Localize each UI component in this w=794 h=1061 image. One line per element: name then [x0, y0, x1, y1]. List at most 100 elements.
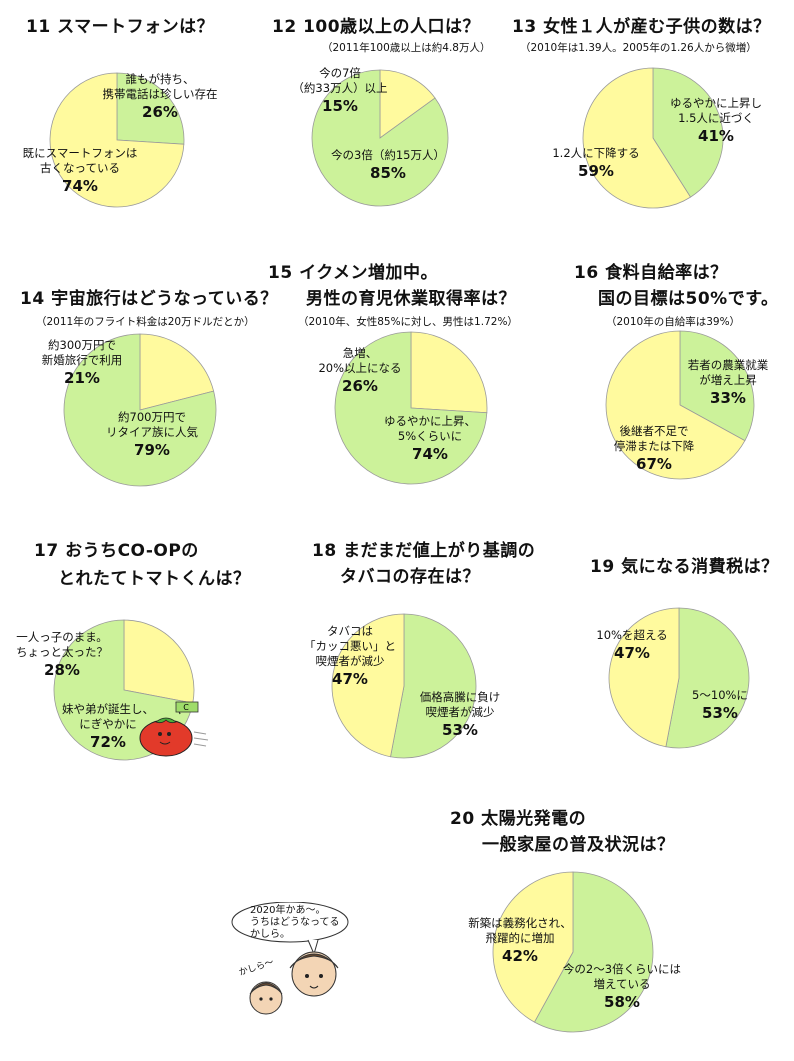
pie-svg: [334, 331, 488, 485]
chart-subtitle: （2011年100歳以上は約4.8万人）: [322, 42, 491, 54]
slice-label: 今の3倍（約15万人） 85%: [331, 148, 445, 183]
slice-label: 一人っ子のまま。 ちょっと太った？ 28%: [16, 630, 108, 680]
slice-percent: 41%: [698, 127, 734, 145]
pie-slice: [533, 871, 654, 1033]
pie-slice: [582, 67, 692, 209]
chart-title: 12 100歳以上の人口は？: [272, 17, 481, 37]
flag-icon: [175, 701, 199, 713]
pie-slice: [410, 331, 488, 414]
slice-label-text: ゆるやかに上昇し: [670, 96, 762, 110]
slice-label-text: 10%を超える: [596, 628, 668, 642]
pie-svg: [492, 871, 654, 1033]
chart-title: 14 宇宙旅行はどうなっている？: [20, 289, 278, 309]
slice-label-text: 「カッコ悪い」と: [304, 639, 396, 653]
slice-percent: 47%: [614, 644, 650, 662]
slice-percent: 74%: [412, 445, 448, 463]
slice-percent: 72%: [90, 733, 126, 751]
slice-label: ゆるやかに上昇、 5%くらいに 74%: [384, 414, 476, 464]
slice-label-text: 今の7倍: [319, 66, 361, 80]
pie-slice: [605, 330, 746, 480]
slice-label: 価格高騰に負け 喫煙者が減少 53%: [420, 690, 501, 740]
chart-title: 男性の育児休業取得率は？: [306, 289, 516, 309]
pie-svg: [605, 330, 755, 480]
slice-label-text: タバコは: [327, 624, 373, 638]
chart-title: 11 スマートフォンは？: [26, 17, 215, 37]
slice-label-text: 一人っ子のまま。: [16, 630, 108, 644]
slice-percent: 21%: [64, 369, 100, 387]
slice-percent: 47%: [332, 670, 368, 688]
pie-slice: [63, 333, 217, 487]
chart-subtitle: （2010年は1.39人。2005年の1.26人から微増）: [520, 42, 757, 54]
speech-line: かしら。: [250, 929, 290, 940]
slice-percent: 85%: [370, 164, 406, 182]
pie-svg: [582, 67, 724, 209]
slice-percent: 28%: [44, 661, 80, 679]
slice-label: 誰もが持ち、 携帯電話は珍しい存在 26%: [103, 72, 218, 122]
slice-label: 10%を超える 47%: [596, 628, 667, 663]
slice-label-text: にぎやかに: [79, 717, 137, 731]
tomato-mascot-illustration: C: [139, 701, 209, 757]
chart-title: 一般家屋の普及状況は？: [482, 835, 675, 855]
slice-label-text: 携帯電話は珍しい存在: [102, 87, 218, 101]
slice-label: 急増、 20%以上になる 26%: [318, 346, 401, 396]
chart-title: 16 食料自給率は？: [574, 263, 728, 283]
chart-title: 20 太陽光発電の: [450, 809, 587, 829]
pie-svg: [331, 613, 477, 759]
slice-label-text: 妹や弟が誕生し、: [62, 702, 154, 716]
slice-label-text: 価格高騰に負け: [419, 690, 501, 704]
slice-percent: 79%: [134, 441, 170, 459]
slice-percent: 26%: [142, 103, 178, 121]
slice-label-text: 若者の農業就業: [687, 358, 769, 372]
slice-label-text: 20%以上になる: [318, 361, 402, 375]
slice-percent: 53%: [702, 704, 738, 722]
speech-bubble-text: 2020年かあ～。 うちはどうなってる かしら。: [250, 905, 340, 941]
slice-label-text: 5～10%に: [692, 688, 748, 702]
chart-subtitle: （2011年のフライト料金は20万ドルだとか）: [36, 316, 255, 328]
slice-label-text: 1.5人に近づく: [678, 111, 754, 125]
slice-label-text: 急増、: [342, 346, 378, 360]
pie-svg: [63, 333, 217, 487]
pie-slice: [679, 330, 755, 442]
pie-slice: [665, 607, 750, 749]
pie-slice: [116, 72, 185, 145]
slice-label: ゆるやかに上昇し 1.5人に近づく 41%: [670, 96, 762, 146]
slice-percent: 26%: [342, 377, 378, 395]
slice-label-text: 停滞または下降: [613, 439, 695, 453]
slice-label: 後継者不足で 停滞または下降 67%: [614, 424, 695, 474]
slice-percent: 74%: [62, 177, 98, 195]
chart-subtitle: （2010年の自給率は39%）: [606, 316, 741, 328]
slice-label-text: 喫煙者が減少: [425, 705, 495, 719]
slice-label: 今の7倍 （約33万人）以上 15%: [292, 66, 387, 116]
slice-label-text: 新築は義務化され、: [468, 916, 572, 930]
pie-slice: [331, 613, 405, 758]
pie-slice: [139, 333, 215, 411]
chart-title: 18 まだまだ値上がり基調の: [312, 541, 536, 561]
slice-label-text: 増えている: [593, 977, 651, 991]
flag-label: C: [183, 703, 189, 712]
slice-label-text: 喫煙者が減少: [315, 654, 385, 668]
slice-label-text: 1.2人に下降する: [552, 146, 640, 160]
chart-title: タバコの存在は？: [340, 567, 480, 587]
chart-title: 13 女性１人が産む子供の数は？: [512, 17, 771, 37]
pie-slice: [49, 72, 185, 208]
pie-slice: [311, 69, 449, 207]
slice-label-text: 約700万円で: [118, 410, 186, 424]
slice-label-text: 既にスマートフォンは: [22, 146, 138, 160]
slice-label: 若者の農業就業 が増え上昇 33%: [688, 358, 769, 408]
slice-label: タバコは 「カッコ悪い」と 喫煙者が減少 47%: [304, 624, 396, 689]
family-illustration: [231, 902, 349, 1015]
chart-title: 15 イクメン増加中。: [268, 263, 439, 283]
speech-line: 2020年かあ～。: [250, 905, 326, 916]
chart-title: 17 おうちCO-OPの: [34, 541, 199, 561]
slice-label-text: 後継者不足で: [619, 424, 689, 438]
slice-percent: 42%: [502, 947, 538, 965]
pie-slice: [390, 613, 477, 759]
slice-percent: 58%: [604, 993, 640, 1011]
slice-percent: 15%: [322, 97, 358, 115]
slice-percent: 53%: [442, 721, 478, 739]
slice-label: 1.2人に下降する 59%: [552, 146, 639, 181]
pie-slice: [379, 69, 436, 139]
slice-percent: 59%: [578, 162, 614, 180]
chart-title: 19 気になる消費税は？: [590, 557, 779, 577]
slice-label: 約700万円で リタイア族に人気 79%: [106, 410, 198, 460]
